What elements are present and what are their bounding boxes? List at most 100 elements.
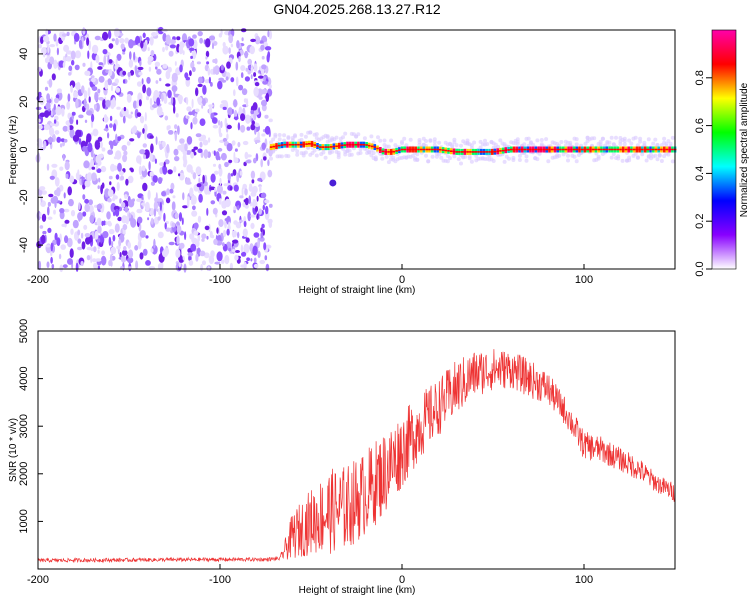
- colorbar-tick-label: 0.0: [694, 261, 706, 276]
- noise-blob: [142, 143, 147, 148]
- ridge-core: [406, 148, 409, 151]
- noise-blob: [77, 229, 81, 236]
- ridge-core: [316, 145, 319, 147]
- ridge-core: [572, 148, 576, 151]
- noise-blob: [225, 76, 229, 81]
- noise-blob: [115, 174, 120, 180]
- noise-blob: [169, 188, 174, 194]
- ridge-core: [329, 146, 333, 148]
- noise-blob: [66, 31, 70, 37]
- ridge-core: [294, 143, 297, 146]
- ridge-core: [436, 148, 439, 151]
- ridge-core: [368, 144, 371, 147]
- noise-blob: [114, 78, 120, 84]
- noise-blob: [81, 241, 86, 250]
- ridge-halo: [653, 137, 658, 142]
- ridge-halo: [277, 137, 282, 142]
- noise-blob: [202, 139, 209, 146]
- noise-blob: [39, 96, 45, 106]
- noise-blob: [52, 195, 59, 204]
- ridge-core: [597, 148, 600, 151]
- noise-blob: [252, 102, 258, 111]
- noise-blob: [260, 44, 265, 51]
- ridge-core: [277, 144, 281, 147]
- colorbar-tick-label: 0.4: [694, 166, 706, 181]
- noise-blob: [78, 138, 82, 145]
- noise-blob: [55, 106, 62, 116]
- ridge-core: [501, 149, 505, 152]
- ridge-halo: [546, 159, 551, 164]
- noise-blob: [231, 140, 236, 146]
- noise-blob: [50, 110, 54, 117]
- noise-blob: [155, 136, 158, 146]
- ridge-core: [523, 148, 527, 151]
- noise-blob: [258, 107, 261, 114]
- noise-blob: [58, 253, 62, 260]
- noise-blob: [94, 35, 101, 41]
- ridge-halo: [653, 153, 658, 158]
- ridge-halo: [295, 152, 300, 157]
- noise-blob: [85, 103, 90, 112]
- ridge-core: [561, 148, 565, 151]
- noise-blob: [155, 80, 159, 84]
- noise-blob: [136, 198, 142, 202]
- noise-blob: [122, 51, 126, 55]
- noise-blob: [142, 127, 145, 134]
- noise-blob: [253, 257, 257, 263]
- noise-blob: [186, 97, 189, 105]
- noise-blob: [261, 64, 267, 70]
- noise-blob: [248, 195, 251, 205]
- y-tick-label: 40: [18, 48, 30, 60]
- noise-blob: [265, 147, 269, 154]
- noise-blob: [174, 131, 177, 142]
- ridge-halo: [662, 136, 667, 141]
- noise-blob: [75, 262, 79, 272]
- noise-blob: [87, 50, 90, 59]
- ridge-halo: [386, 144, 391, 149]
- ridge-core: [485, 151, 488, 153]
- ridge-core: [338, 145, 341, 147]
- noise-blob: [195, 87, 199, 97]
- ridge-halo: [666, 139, 671, 144]
- noise-blob: [246, 126, 251, 131]
- noise-blob: [159, 77, 162, 82]
- ridge-halo: [286, 154, 291, 159]
- noise-blob: [173, 86, 176, 97]
- ridge-core: [668, 148, 671, 151]
- ridge-halo: [330, 149, 335, 154]
- noise-blob: [178, 44, 184, 55]
- noise-blob: [193, 222, 199, 230]
- noise-blob: [85, 236, 91, 245]
- noise-blob: [188, 38, 195, 47]
- noise-blob: [40, 234, 46, 245]
- ridge-halo: [611, 152, 616, 157]
- noise-blob: [179, 64, 183, 73]
- y-tick-label: 3000: [18, 414, 30, 438]
- noise-blob: [84, 119, 88, 124]
- noise-blob: [146, 95, 149, 101]
- noise-blob: [193, 146, 198, 150]
- noise-blob: [208, 104, 214, 108]
- ridge-halo: [574, 142, 579, 147]
- noise-blob: [214, 187, 217, 193]
- ridge-halo: [336, 152, 341, 157]
- noise-blob: [120, 175, 125, 181]
- noise-blob: [97, 136, 103, 142]
- noise-blob: [171, 201, 176, 211]
- noise-blob: [267, 30, 270, 38]
- noise-blob: [259, 259, 266, 265]
- ridge-core: [433, 148, 437, 151]
- noise-blob: [145, 260, 151, 266]
- noise-blob: [235, 200, 242, 210]
- noise-blob: [203, 149, 209, 159]
- ridge-halo: [459, 143, 463, 148]
- noise-blob: [198, 193, 203, 203]
- ridge-core: [447, 150, 450, 152]
- ridge-halo: [622, 139, 627, 143]
- noise-blob: [266, 53, 270, 63]
- noise-blob: [113, 156, 117, 160]
- y-tick-label: 1000: [18, 509, 30, 533]
- noise-blob: [119, 38, 125, 44]
- noise-blob: [150, 248, 154, 253]
- noise-blob: [77, 246, 83, 251]
